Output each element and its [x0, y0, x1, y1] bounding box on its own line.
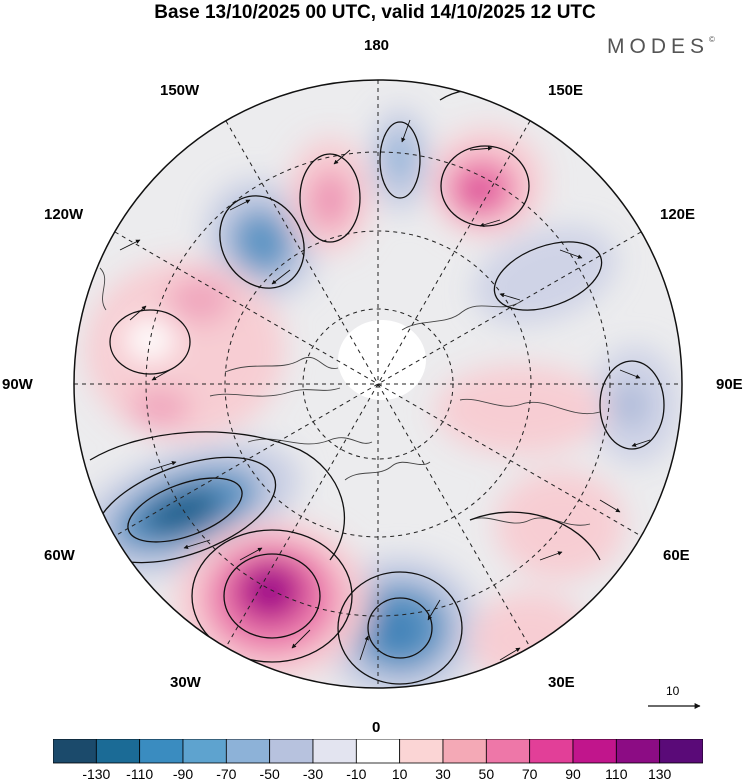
brand-name: MODES: [607, 35, 710, 58]
label-60e: 60E: [663, 547, 690, 564]
pink-anomaly-east: [435, 365, 605, 455]
anomaly-field: [74, 80, 682, 688]
colorbar-swatch: [529, 739, 574, 764]
wind-vectors: [119, 119, 651, 661]
colorbar-tick-label: 130: [647, 766, 672, 782]
colorbar-tick-label: -70: [216, 766, 237, 782]
colorbar-tick-label: 30: [435, 766, 451, 782]
colorbar-swatch: [182, 739, 227, 764]
brand-mark: ©: [709, 35, 715, 44]
colorbar-swatch: [95, 739, 141, 764]
colorbar-swatch: [659, 739, 703, 764]
colorbar-swatch: [139, 739, 184, 764]
colorbar-swatch: [399, 739, 444, 764]
brand-logo: MODES©: [607, 35, 715, 59]
map-boundary: [73, 79, 683, 689]
reference-vector-label: 10: [666, 684, 680, 698]
colorbar-tick-label: -30: [302, 766, 324, 782]
colorbar-tick-label: -110: [126, 766, 154, 782]
colorbar-swatch: [442, 739, 487, 764]
label-150w: 150W: [160, 82, 200, 99]
label-120w: 120W: [44, 206, 84, 223]
label-90e: 90E: [716, 376, 743, 393]
label-150e: 150E: [548, 82, 584, 99]
colorbar-tick-label: 70: [521, 766, 538, 782]
blue-anomaly-northeast: [472, 225, 618, 325]
colorbar-swatch: [53, 739, 97, 764]
colorbar-swatch: [269, 739, 314, 764]
label-180: 180: [364, 37, 390, 54]
colorbar: [53, 739, 703, 764]
map-title: Base 13/10/2025 00 UTC, valid 14/10/2025…: [154, 2, 596, 23]
colorbar-tick-label: -90: [172, 766, 194, 782]
colorbar-tick-label: 90: [565, 766, 581, 782]
colorbar-tick-label: -10: [346, 766, 367, 782]
label-120e: 120E: [660, 206, 696, 223]
colorbar-tick-label: 10: [391, 766, 408, 782]
colorbar-tick-label: -130: [82, 766, 111, 782]
label-90w: 90W: [2, 376, 33, 393]
colorbar-tick-label: 110: [605, 766, 628, 782]
colorbar-swatch: [485, 739, 531, 764]
colorbar-tick-label: -50: [259, 766, 280, 782]
colorbar-swatch: [225, 739, 271, 764]
label-0: 0: [372, 719, 381, 736]
label-30w: 30W: [170, 674, 201, 691]
colorbar-swatch: [355, 739, 401, 764]
colorbar-swatch: [312, 739, 357, 764]
label-30e: 30E: [548, 674, 575, 691]
graticule: [74, 80, 682, 688]
colorbar-swatch: [615, 739, 661, 764]
colorbar-tick-label: 50: [478, 766, 495, 782]
label-60w: 60W: [44, 547, 75, 564]
polar-map: [73, 79, 701, 709]
colorbar-swatch: [572, 739, 617, 764]
